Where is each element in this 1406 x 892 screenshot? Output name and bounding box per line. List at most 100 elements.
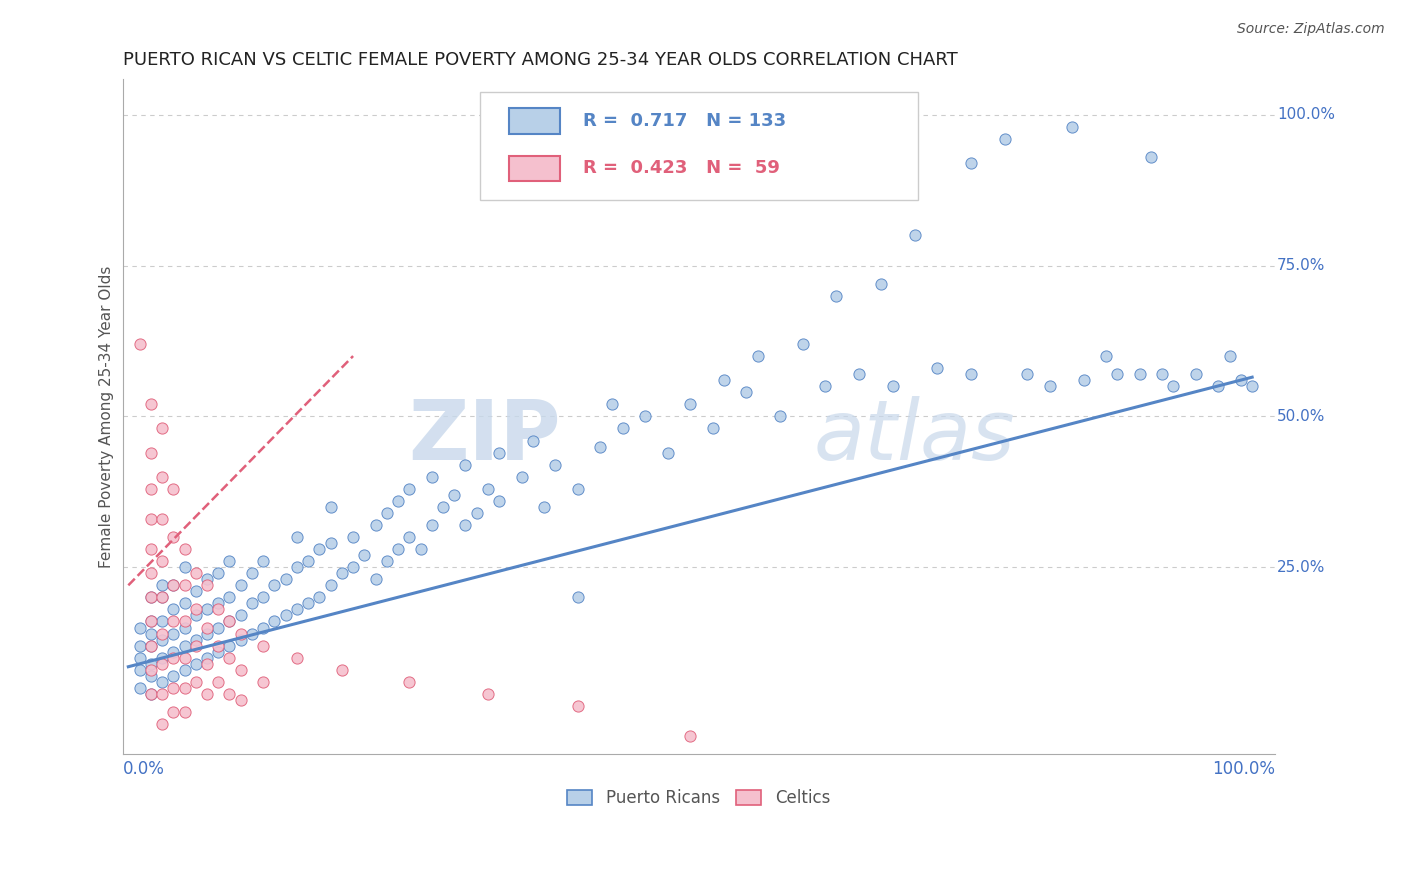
Point xyxy=(1073,373,1095,387)
Point xyxy=(150,421,173,435)
Point xyxy=(1241,379,1264,393)
Point xyxy=(195,687,218,701)
Point xyxy=(139,639,162,653)
Point xyxy=(173,542,195,557)
Point xyxy=(814,379,837,393)
Point xyxy=(274,608,297,623)
Point xyxy=(319,578,342,592)
Point xyxy=(139,512,162,526)
Point xyxy=(195,621,218,635)
Point xyxy=(285,530,308,544)
Point xyxy=(252,554,274,568)
FancyBboxPatch shape xyxy=(509,108,561,134)
Y-axis label: Female Poverty Among 25-34 Year Olds: Female Poverty Among 25-34 Year Olds xyxy=(100,265,114,567)
Point xyxy=(184,566,207,581)
Point xyxy=(162,705,184,719)
Point xyxy=(218,687,240,701)
Point xyxy=(1163,379,1185,393)
Point xyxy=(387,542,409,557)
Point xyxy=(342,560,364,574)
Point xyxy=(195,657,218,671)
Point xyxy=(207,596,229,610)
Point xyxy=(207,602,229,616)
Point xyxy=(567,591,589,605)
Point xyxy=(1039,379,1062,393)
Point xyxy=(150,591,173,605)
Point xyxy=(139,445,162,459)
Point xyxy=(162,578,184,592)
Point xyxy=(139,639,162,653)
Point xyxy=(308,591,330,605)
Point xyxy=(229,578,252,592)
Point xyxy=(128,337,150,351)
Point xyxy=(162,645,184,659)
Point xyxy=(870,277,893,291)
Point xyxy=(173,578,195,592)
Point xyxy=(454,518,477,533)
Point xyxy=(285,650,308,665)
Point xyxy=(240,596,263,610)
Text: PUERTO RICAN VS CELTIC FEMALE POVERTY AMONG 25-34 YEAR OLDS CORRELATION CHART: PUERTO RICAN VS CELTIC FEMALE POVERTY AM… xyxy=(122,51,957,69)
Point xyxy=(522,434,544,448)
Point xyxy=(139,687,162,701)
Point xyxy=(218,639,240,653)
Point xyxy=(308,542,330,557)
Point xyxy=(1230,373,1253,387)
Point xyxy=(375,554,398,568)
Point xyxy=(1219,349,1241,363)
Point xyxy=(702,421,724,435)
Point xyxy=(409,542,432,557)
Point xyxy=(960,156,983,170)
Point xyxy=(150,512,173,526)
FancyBboxPatch shape xyxy=(509,155,561,181)
Point xyxy=(1185,367,1208,381)
Point xyxy=(353,548,375,562)
Point xyxy=(162,602,184,616)
Point xyxy=(1208,379,1230,393)
Point xyxy=(150,717,173,731)
Point xyxy=(792,337,814,351)
Point xyxy=(162,669,184,683)
Point xyxy=(139,626,162,640)
Point xyxy=(173,705,195,719)
Point xyxy=(904,228,927,243)
Point xyxy=(207,621,229,635)
Point xyxy=(735,385,758,400)
Point xyxy=(713,373,735,387)
Point xyxy=(825,289,848,303)
Point xyxy=(1129,367,1152,381)
Point xyxy=(150,578,173,592)
Point xyxy=(207,566,229,581)
Point xyxy=(1107,367,1129,381)
Point xyxy=(454,458,477,472)
Point xyxy=(274,572,297,586)
Point xyxy=(173,560,195,574)
Text: 100.0%: 100.0% xyxy=(1277,107,1334,122)
Text: Source: ZipAtlas.com: Source: ZipAtlas.com xyxy=(1237,22,1385,37)
Point xyxy=(218,615,240,629)
Point xyxy=(150,626,173,640)
Point xyxy=(195,650,218,665)
Point xyxy=(240,626,263,640)
Text: 0.0%: 0.0% xyxy=(122,760,165,778)
Point xyxy=(465,506,488,520)
Point xyxy=(769,409,792,424)
Point xyxy=(162,530,184,544)
Point xyxy=(184,602,207,616)
Point xyxy=(240,566,263,581)
Point xyxy=(184,584,207,599)
Point xyxy=(634,409,657,424)
Point xyxy=(162,578,184,592)
Point xyxy=(488,493,510,508)
Point xyxy=(139,591,162,605)
Point xyxy=(285,602,308,616)
Point xyxy=(207,645,229,659)
Point xyxy=(195,602,218,616)
Point xyxy=(297,554,319,568)
Point xyxy=(162,626,184,640)
Point xyxy=(252,674,274,689)
Point xyxy=(229,626,252,640)
Point xyxy=(252,591,274,605)
Point xyxy=(263,615,285,629)
Point xyxy=(420,518,443,533)
